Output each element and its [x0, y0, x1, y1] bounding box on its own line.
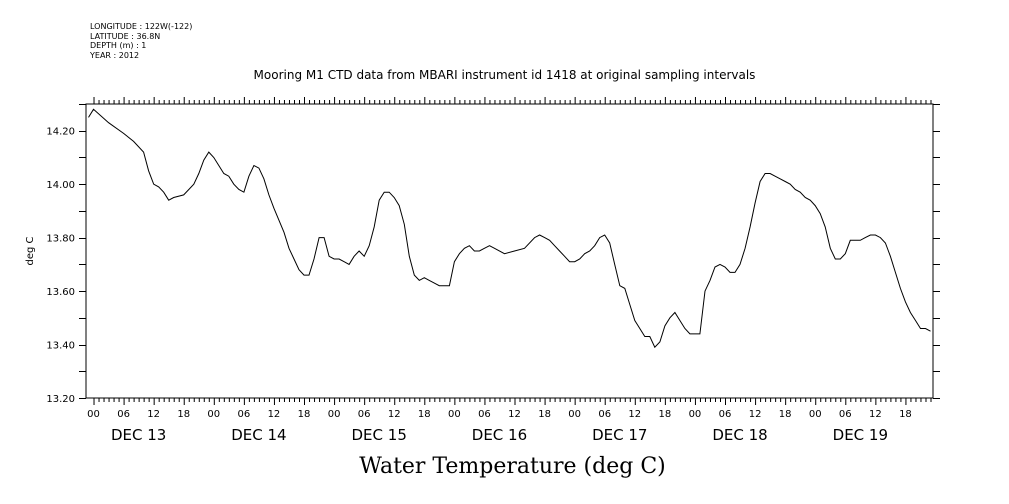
x-tick-label: 18 — [418, 409, 431, 420]
day-label: DEC 13 — [111, 426, 166, 444]
meta-year: YEAR : 2012 — [90, 50, 140, 60]
x-tick-label: 06 — [117, 409, 130, 420]
plot-frame — [85, 103, 934, 399]
x-tick-label: 18 — [538, 409, 551, 420]
x-tick-label: 12 — [628, 409, 641, 420]
y-tick-label: 13.20 — [46, 394, 75, 405]
y-tick-label: 13.40 — [46, 341, 75, 352]
x-tick-label: 00 — [328, 409, 341, 420]
x-tick-label: 06 — [719, 409, 732, 420]
x-tick-label: 06 — [238, 409, 251, 420]
x-tick-label: 00 — [207, 409, 220, 420]
x-tick-label: 06 — [358, 409, 371, 420]
x-tick-label: 00 — [689, 409, 702, 420]
y-tick-label: 13.80 — [46, 234, 75, 245]
x-tick-label: 18 — [899, 409, 912, 420]
y-tick-label: 14.00 — [46, 180, 75, 191]
x-tick-label: 00 — [87, 409, 100, 420]
meta-depth: DEPTH (m) : 1 — [90, 41, 147, 50]
x-tick-label: 06 — [839, 409, 852, 420]
day-label: DEC 14 — [231, 426, 286, 444]
x-tick-label: 12 — [749, 409, 762, 420]
chart-title: Mooring M1 CTD data from MBARI instrumen… — [253, 68, 756, 82]
x-tick-label: 00 — [568, 409, 581, 420]
x-tick-label: 12 — [147, 409, 160, 420]
x-tick-label: 18 — [177, 409, 190, 420]
y-tick-label: 13.60 — [46, 287, 75, 298]
meta-latitude: LATITUDE : 36.8N — [90, 31, 161, 41]
x-axis-title: Water Temperature (deg C) — [359, 454, 666, 479]
meta-longitude: LONGITUDE : 122W(-122) — [90, 22, 193, 31]
x-tick-label: 18 — [658, 409, 671, 420]
metadata-block: LONGITUDE : 122W(-122) LATITUDE : 36.8N … — [90, 22, 192, 60]
y-tick-label: 14.20 — [46, 127, 75, 138]
x-tick-label: 12 — [388, 409, 401, 420]
day-label: DEC 17 — [592, 426, 647, 444]
series-line-water-temperature — [88, 108, 931, 349]
x-tick-label: 12 — [268, 409, 281, 420]
x-tick-label: 12 — [508, 409, 521, 420]
y-axis-label: deg C — [25, 236, 36, 265]
x-tick-label: 06 — [598, 409, 611, 420]
x-tick-label: 12 — [869, 409, 882, 420]
x-tick-label: 18 — [779, 409, 792, 420]
day-label: DEC 15 — [352, 426, 407, 444]
day-label: DEC 16 — [472, 426, 527, 444]
x-tick-label: 00 — [448, 409, 461, 420]
day-label: DEC 18 — [712, 426, 767, 444]
day-label: DEC 19 — [833, 426, 888, 444]
x-tick-label: 06 — [478, 409, 491, 420]
x-tick-label: 00 — [809, 409, 822, 420]
x-tick-label: 18 — [298, 409, 311, 420]
